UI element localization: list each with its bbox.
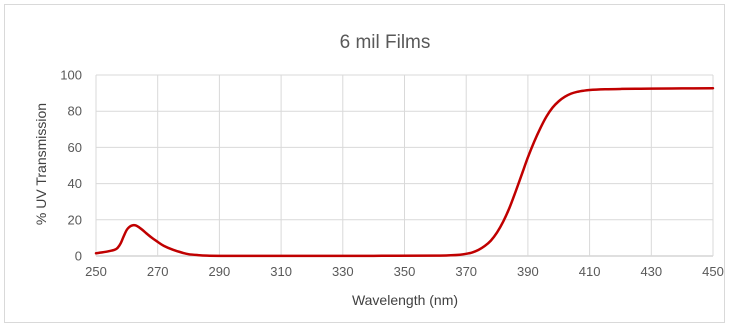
gridlines	[95, 74, 714, 257]
x-tick-label: 450	[702, 264, 724, 279]
series-line	[94, 86, 715, 258]
tick-labels: 0 20 40 60 80 100 250 270 290 310 330 350 370 390 410 4…	[60, 68, 724, 280]
chart-title: 6 mil Films	[340, 32, 431, 53]
x-tick-label: 250	[85, 264, 107, 279]
y-axis-title: % UV Transmission	[33, 103, 49, 225]
x-tick-label: 290	[209, 264, 231, 279]
y-tick-label: 40	[68, 176, 82, 191]
y-tick-label: 80	[68, 104, 82, 119]
x-axis-title: Wavelength (nm)	[352, 292, 458, 308]
chart-frame	[4, 4, 725, 323]
x-tick-label: 350	[394, 264, 416, 279]
y-tick-label: 100	[60, 68, 82, 83]
x-tick-label: 370	[455, 264, 477, 279]
y-tick-label: 20	[68, 212, 82, 227]
x-tick-label: 430	[640, 264, 662, 279]
x-tick-label: 410	[579, 264, 601, 279]
x-tick-label: 390	[517, 264, 539, 279]
y-tick-label: 0	[75, 249, 82, 264]
series-layer	[94, 86, 715, 258]
x-tick-label: 330	[332, 264, 354, 279]
y-tick-label: 60	[68, 140, 82, 155]
x-tick-label: 310	[270, 264, 292, 279]
x-tick-label: 270	[147, 264, 169, 279]
